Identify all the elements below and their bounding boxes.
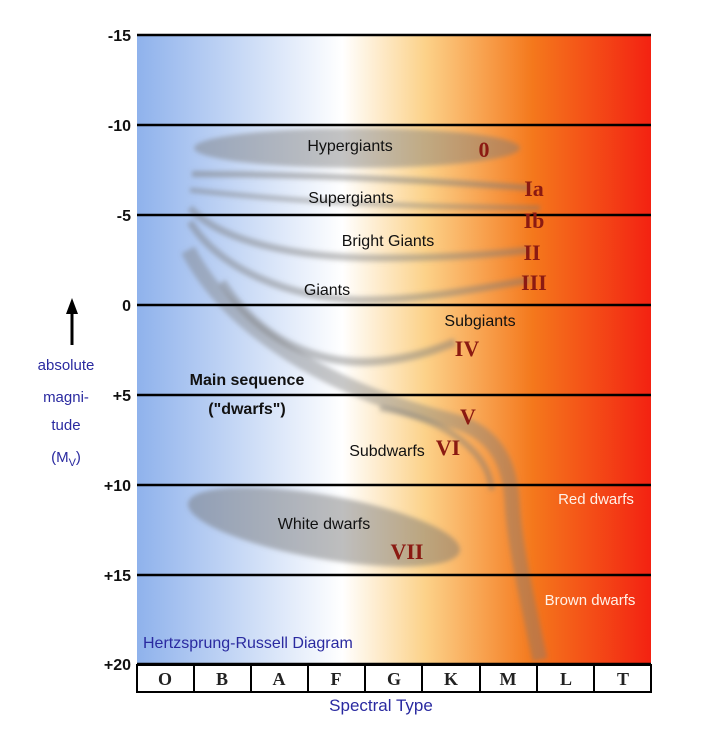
giants-band [187, 220, 531, 304]
label-dwarfs: ("dwarfs") [208, 401, 285, 418]
ylabel-symbol: (MV) [51, 449, 81, 469]
ylabel-line-2: magni- [43, 389, 89, 406]
spectral-class-l: L [560, 669, 572, 689]
ylabel-symbol-sub: V [69, 457, 77, 469]
tick-minus-5: -5 [117, 208, 131, 225]
spectral-strip-frame [136, 664, 652, 693]
class-vi: VI [436, 435, 460, 460]
ylabel-line-3: tude [51, 417, 80, 434]
class-0: 0 [479, 137, 490, 162]
label-hypergiants: Hypergiants [307, 138, 392, 155]
region-labels: Hypergiants Supergiants Bright Giants Gi… [190, 138, 636, 609]
supergiants-band [191, 171, 531, 191]
class-ib: Ib [524, 208, 545, 233]
tick-plus-10: +10 [104, 478, 131, 495]
spectral-class-o: O [158, 669, 172, 689]
spectral-class-g: G [387, 669, 401, 689]
class-iv: IV [455, 336, 480, 361]
label-main-sequence: Main sequence [190, 372, 305, 389]
class-iii: III [521, 270, 547, 295]
label-white-dwarfs: White dwarfs [278, 516, 370, 533]
x-axis-label: Spectral Type [329, 696, 433, 715]
main-sequence-band [181, 246, 548, 662]
label-red-dwarfs: Red dwarfs [558, 491, 634, 508]
magnitude-tick-labels: -15 -10 -5 0 +5 +10 +15 +20 [104, 28, 131, 674]
ylabel-line-1: absolute [38, 357, 95, 374]
label-subgiants: Subgiants [444, 313, 515, 330]
label-giants: Giants [304, 282, 350, 299]
class-vii: VII [390, 539, 423, 564]
tick-0: 0 [122, 298, 131, 315]
spectral-dividers [193, 665, 595, 692]
label-bright-giants: Bright Giants [342, 233, 434, 250]
tick-minus-10: -10 [108, 118, 131, 135]
label-brown-dwarfs: Brown dwarfs [545, 592, 636, 609]
spectral-class-t: T [617, 669, 629, 689]
class-v: V [460, 404, 476, 429]
white-dwarfs-band [187, 487, 461, 567]
y-axis-label: absolute magni- tude (MV) [38, 298, 95, 469]
spectral-class-m: M [500, 669, 517, 689]
spectral-class-f: F [331, 669, 342, 689]
diagram-title: Hertzsprung-Russell Diagram [143, 635, 353, 652]
ylabel-symbol-main: (M [51, 449, 69, 466]
label-subdwarfs: Subdwarfs [349, 443, 425, 460]
spectral-class-k: K [444, 669, 458, 689]
tick-plus-5: +5 [113, 388, 131, 405]
subdwarfs-band [379, 405, 495, 491]
up-arrow-icon [66, 298, 78, 345]
spectral-class-a: A [273, 669, 286, 689]
bright-giants-band [187, 205, 531, 262]
hypergiants-band [194, 128, 520, 168]
label-supergiants: Supergiants [308, 190, 393, 207]
class-ii: II [523, 240, 540, 265]
supergiants-b-band [189, 187, 541, 211]
luminosity-class-numerals: 0 Ia Ib II III IV V VI VII [390, 137, 546, 564]
ylabel-symbol-end: ) [76, 449, 81, 466]
tick-plus-15: +15 [104, 568, 131, 585]
spectral-class-b: B [216, 669, 228, 689]
class-ia: Ia [524, 176, 544, 201]
tick-plus-20: +20 [104, 657, 131, 674]
tick-minus-15: -15 [108, 28, 131, 45]
spectral-type-strip: O B A F G K M L T [136, 664, 652, 693]
star-population-bands [181, 128, 548, 662]
